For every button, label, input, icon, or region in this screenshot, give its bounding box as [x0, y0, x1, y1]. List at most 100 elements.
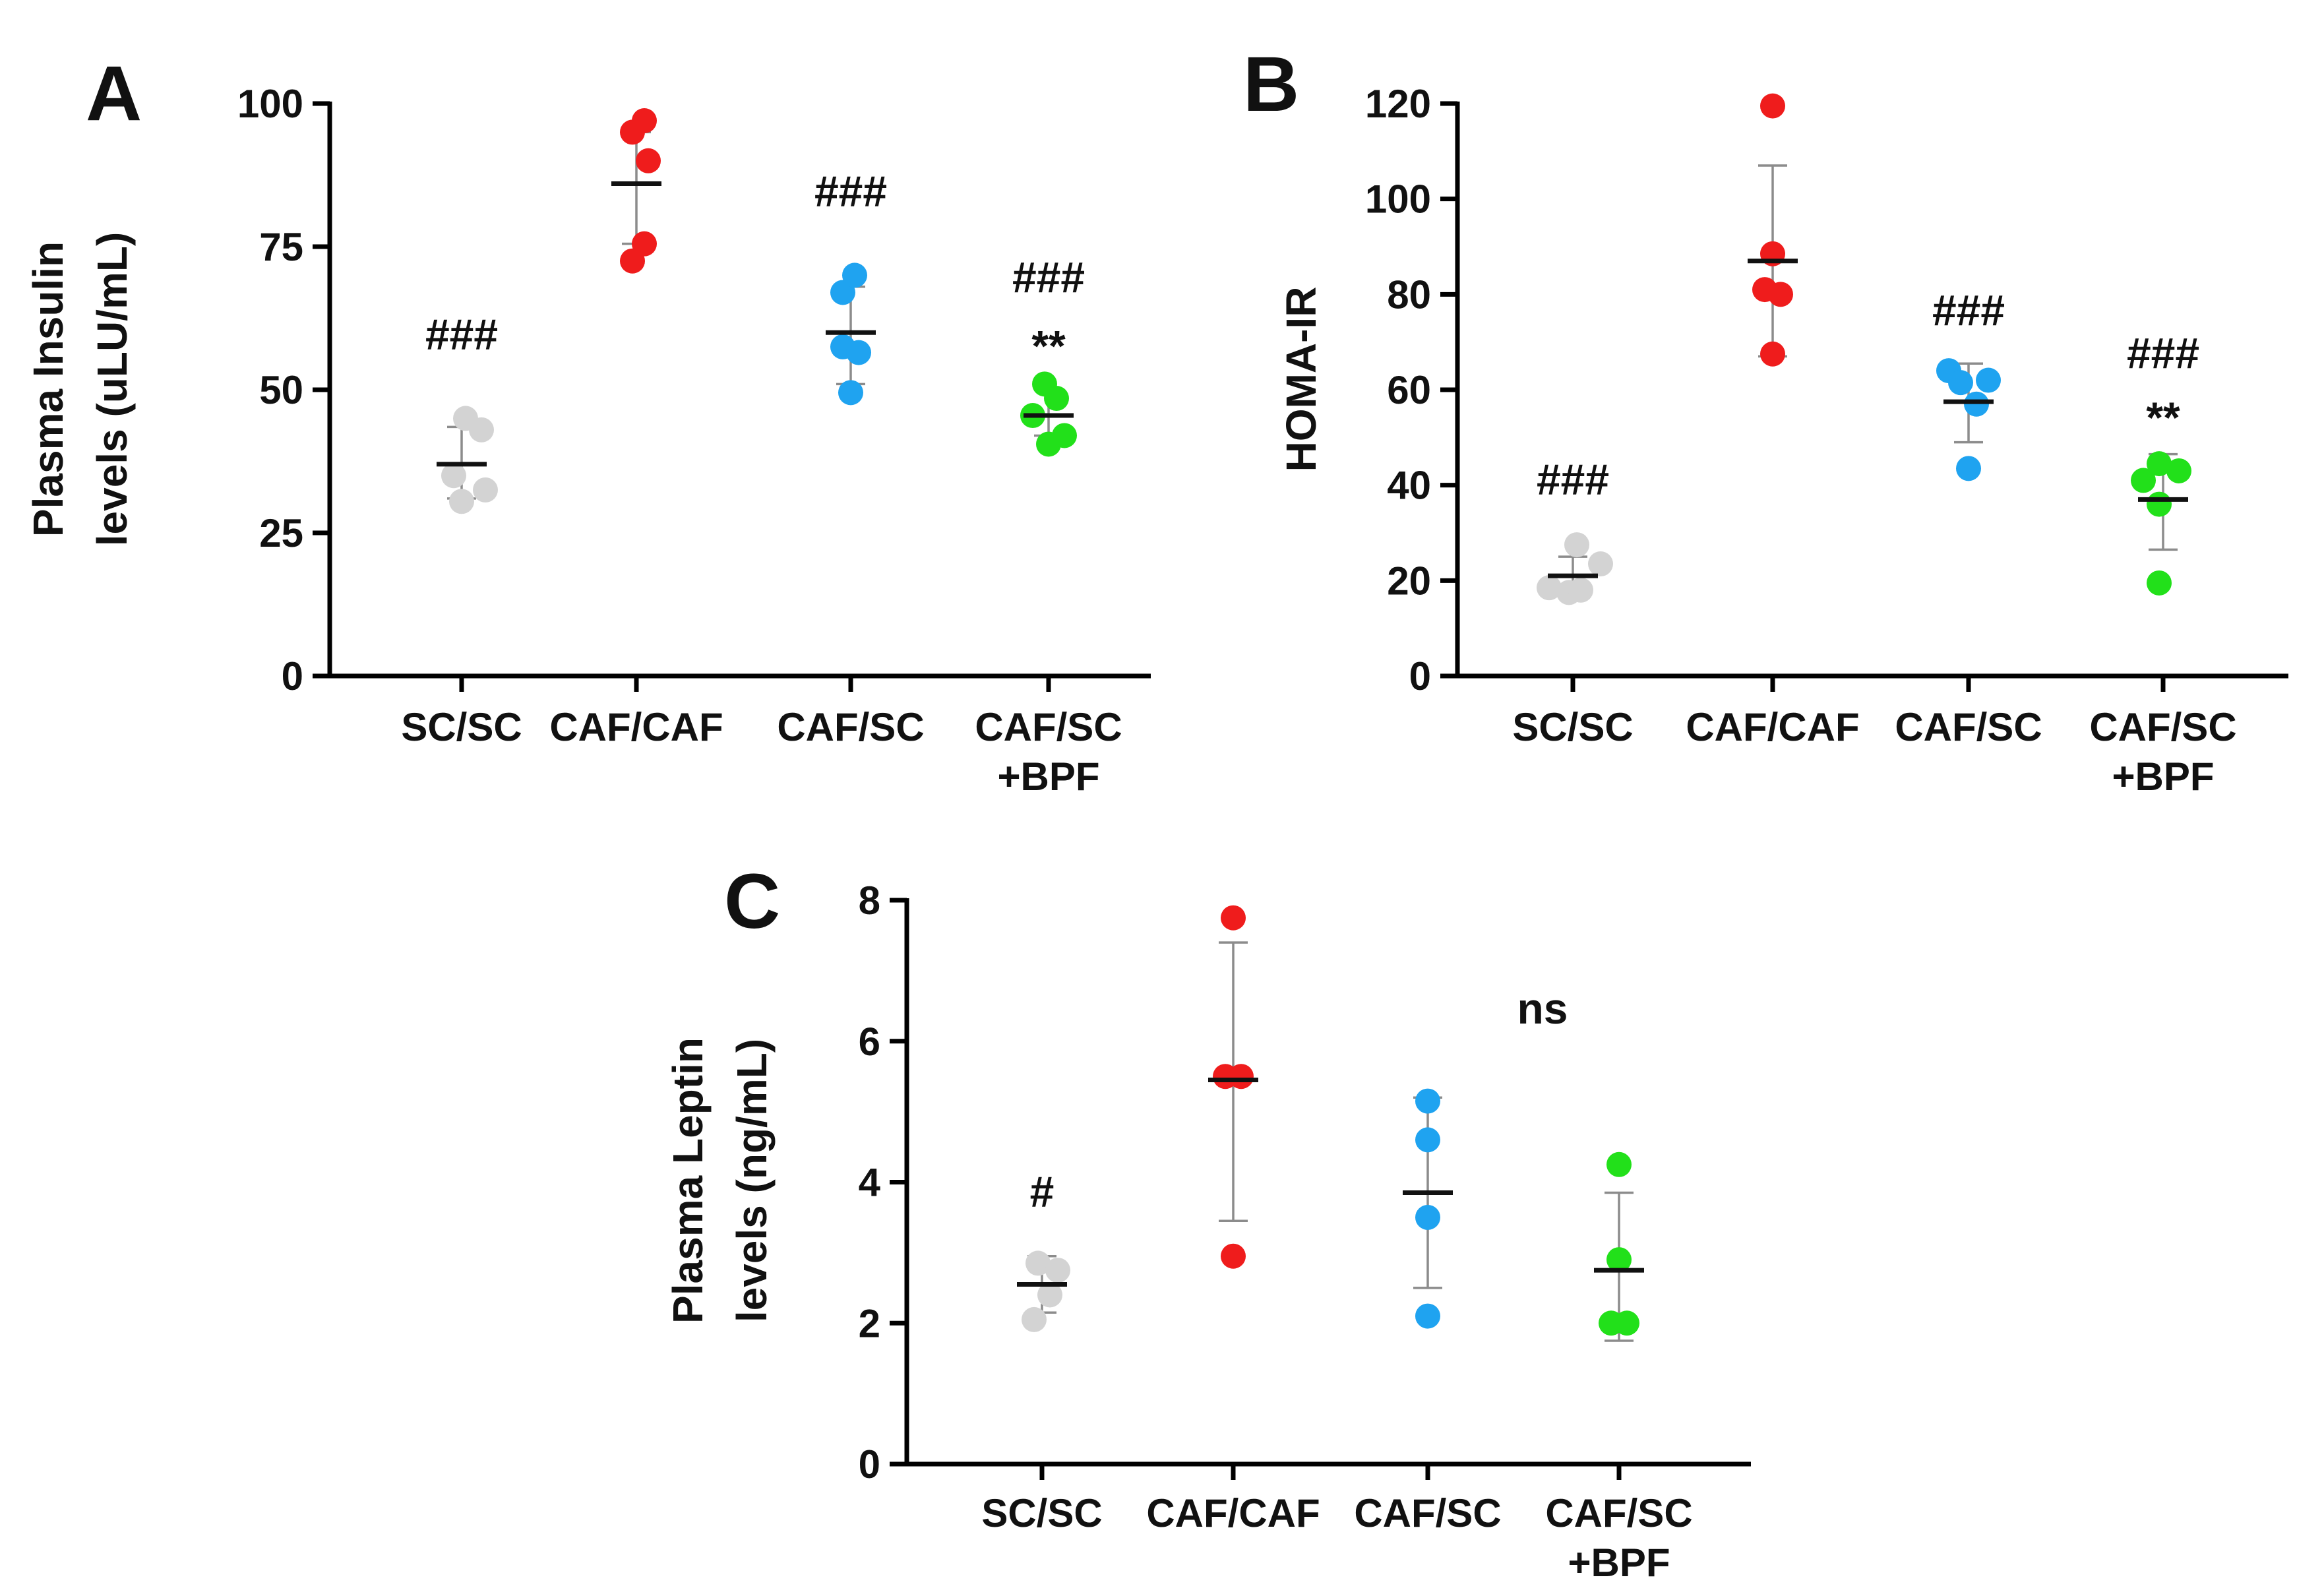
y-axis-title-line: Plasma Leptin	[664, 1037, 712, 1324]
data-point	[1768, 282, 1793, 307]
category-label-line: SC/SC	[981, 1491, 1102, 1535]
significance-annotation: ###	[814, 167, 887, 216]
data-point	[1037, 1282, 1062, 1308]
category-label: CAF/SC	[1895, 705, 2042, 749]
y-axis-title-line: levels (uLU/mL)	[88, 232, 136, 547]
data-point	[449, 489, 474, 514]
data-point	[2166, 458, 2191, 483]
y-tick-label: 50	[259, 368, 303, 412]
panel-c-category-labels: SC/SC CAF/CAF CAF/SC CAF/SC +BPF	[981, 1464, 1693, 1585]
panel-c-annotations: # ns	[1030, 984, 1568, 1216]
category-label-line: +BPF	[2112, 754, 2214, 799]
panel-b: B HOMA-IR 0 20 40 60 80 100 120 SC/SC CAF/CAF …	[1243, 41, 2288, 799]
panel-b-annotations: ### ### ### **	[1537, 286, 2199, 504]
y-tick-label: 60	[1387, 368, 1431, 412]
data-point	[632, 108, 657, 134]
data-point	[1606, 1247, 1632, 1273]
data-point	[842, 262, 867, 288]
data-point	[1415, 1127, 1440, 1153]
category-label: CAF/SC +BPF	[1545, 1491, 1692, 1585]
significance-annotation: **	[1031, 322, 1066, 371]
y-tick-label: 100	[1365, 177, 1431, 222]
y-tick-label: 0	[1409, 654, 1431, 698]
category-label: CAF/CAF	[549, 705, 723, 749]
y-axis-title-line: levels (ng/mL)	[728, 1039, 776, 1322]
panel-c-y-ticks: 0 2 4 6 8	[859, 878, 907, 1487]
data-point	[473, 477, 498, 503]
data-point	[1964, 391, 1989, 417]
y-tick-label: 25	[259, 511, 303, 555]
category-label-line: +BPF	[1568, 1541, 1670, 1585]
panel-a-category-labels: SC/SC CAF/CAF CAF/SC CAF/SC +BPF	[401, 676, 1122, 799]
panel-b-label: B	[1243, 41, 1299, 128]
data-point	[1025, 1250, 1051, 1276]
panel-a: A Plasma Insulin levels (uLU/mL) 0 25 50 75…	[24, 50, 1151, 799]
y-tick-label: 0	[859, 1442, 880, 1487]
panel-b-y-axis-title: HOMA-IR	[1277, 287, 1325, 472]
category-label: CAF/SC +BPF	[2089, 705, 2236, 799]
significance-annotation: **	[2146, 393, 2180, 442]
panel-b-axes	[1455, 102, 2288, 679]
data-point	[1956, 456, 1981, 481]
panel-a-y-ticks: 0 25 50 75 100	[237, 82, 330, 698]
category-label-line: CAF/SC	[2089, 705, 2236, 749]
y-tick-label: 6	[859, 1020, 880, 1064]
significance-annotation: ns	[1517, 984, 1568, 1033]
y-tick-label: 4	[859, 1161, 881, 1205]
significance-annotation: ###	[425, 310, 498, 359]
panel-a-y-axis-title: Plasma Insulin levels (uLU/mL)	[24, 232, 136, 547]
category-label-line: SC/SC	[401, 705, 522, 749]
category-label: SC/SC	[1512, 705, 1633, 749]
y-axis-title-line: HOMA-IR	[1277, 287, 1325, 472]
data-point	[469, 417, 494, 443]
y-tick-label: 0	[282, 654, 303, 698]
y-tick-label: 40	[1387, 464, 1431, 508]
panel-a-data-marks	[437, 108, 1077, 514]
category-label-line: CAF/SC	[777, 705, 924, 749]
category-label-line: CAF/CAF	[1146, 1491, 1320, 1535]
category-label-line: CAF/SC	[1354, 1491, 1501, 1535]
data-point	[1948, 370, 1973, 396]
data-point	[1221, 905, 1246, 931]
data-point	[1760, 93, 1785, 119]
category-label-line: CAF/CAF	[549, 705, 723, 749]
data-point	[1229, 1064, 1254, 1089]
panel-a-label: A	[86, 50, 142, 137]
category-label: CAF/SC	[777, 705, 924, 749]
category-label: SC/SC	[981, 1491, 1102, 1535]
data-point	[636, 148, 661, 173]
category-label: CAF/SC	[1354, 1491, 1501, 1535]
significance-annotation: #	[1030, 1167, 1055, 1216]
category-label-line: CAF/SC	[1895, 705, 2042, 749]
panel-b-data-marks	[1537, 93, 2191, 605]
panel-c-label: C	[724, 858, 780, 945]
significance-annotation: ###	[1012, 253, 1085, 301]
category-label-line: CAF/SC	[1545, 1491, 1692, 1535]
significance-annotation: ###	[1932, 286, 2005, 334]
data-point	[441, 463, 466, 489]
panel-c-y-axis-title: Plasma Leptin levels (ng/mL)	[664, 1037, 776, 1324]
significance-annotation: ###	[1537, 455, 1609, 504]
y-axis-title-line: Plasma Insulin	[24, 241, 72, 537]
category-label-line: +BPF	[997, 754, 1099, 799]
data-point	[1415, 1204, 1440, 1230]
panel-c: C Plasma Leptin levels (ng/mL) 0 2 4 6 8 SC/…	[664, 858, 1751, 1585]
category-label-line: CAF/SC	[975, 705, 1122, 749]
panel-a-annotations: ### ### ### **	[425, 167, 1085, 370]
panel-c-axes	[904, 898, 1751, 1467]
category-label-line: CAF/CAF	[1686, 705, 1859, 749]
data-point	[1045, 1258, 1070, 1283]
category-label: CAF/CAF	[1146, 1491, 1320, 1535]
data-point	[1044, 386, 1069, 412]
panel-a-axes	[327, 102, 1151, 679]
data-point	[1415, 1088, 1440, 1114]
data-point	[1022, 1306, 1047, 1332]
y-tick-label: 120	[1365, 82, 1431, 126]
data-point	[1564, 532, 1589, 558]
data-point	[1976, 367, 2001, 393]
y-tick-label: 20	[1387, 559, 1431, 603]
data-point	[1760, 341, 1785, 367]
data-point	[838, 380, 863, 406]
data-point	[1614, 1310, 1639, 1336]
